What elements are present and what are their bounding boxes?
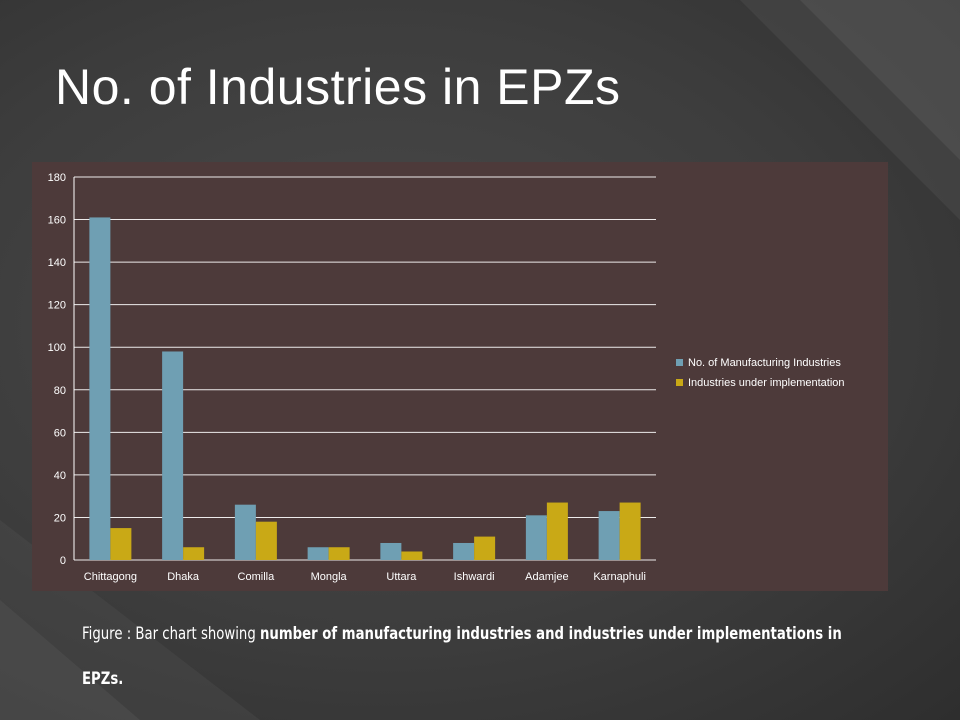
gridlines [73, 176, 656, 561]
bar-under-implementation-dhaka [183, 547, 205, 560]
bar-under-implementation-uttara [401, 551, 423, 560]
bar-manufacturing-uttara [380, 542, 402, 560]
legend-swatch [676, 379, 683, 386]
y-tick-label: 140 [48, 257, 66, 269]
y-tick-label: 60 [54, 427, 66, 439]
y-tick-label: 180 [48, 172, 66, 184]
y-tick-label: 20 [54, 512, 66, 524]
bar-chart: 0 20 40 60 80 100 120 140 160 180 Chittagong Dhaka… [48, 172, 845, 583]
bar-under-implementation-comilla [255, 521, 277, 560]
bar-under-implementation-ishwardi [474, 536, 496, 560]
bar-manufacturing-comilla [234, 504, 256, 560]
bar-under-implementation-karnaphuli [619, 502, 641, 560]
bars [89, 217, 641, 560]
x-tick-label: Comilla [238, 571, 276, 583]
y-tick-label: 80 [54, 385, 66, 397]
bar-manufacturing-mongla [307, 547, 329, 560]
x-tick-label: Dhaka [167, 571, 200, 583]
bar-manufacturing-ishwardi [453, 542, 475, 560]
chart-panel: 0 20 40 60 80 100 120 140 160 180 Chittagong Dhaka… [32, 162, 888, 591]
y-tick-label: 120 [48, 300, 66, 312]
legend-swatch [676, 359, 683, 366]
slide-title: No. of Industries in EPZs [55, 59, 621, 115]
bar-manufacturing-chittagong [89, 217, 111, 560]
x-tick-label: Uttara [386, 571, 417, 583]
x-tick-label: Adamjee [525, 571, 568, 583]
y-axis-labels: 0 20 40 60 80 100 120 140 160 180 [48, 172, 66, 567]
caption-bold: number of manufacturing industries and i… [82, 624, 842, 689]
x-axis-labels: Chittagong Dhaka Comilla Mongla Uttara Ishwar… [84, 571, 646, 583]
bar-manufacturing-adamjee [525, 515, 547, 560]
x-tick-label: Chittagong [84, 571, 137, 583]
x-tick-label: Ishwardi [454, 571, 495, 583]
legend: No. of Manufacturing Industries Industrie… [676, 357, 845, 389]
x-tick-label: Karnaphuli [593, 571, 646, 583]
bar-manufacturing-karnaphuli [598, 511, 620, 560]
figure-caption: Figure : Bar chart showing number of man… [82, 612, 862, 702]
legend-label: Industries under implementation [688, 377, 845, 389]
y-tick-label: 100 [48, 342, 66, 354]
y-tick-label: 0 [60, 555, 66, 567]
bar-under-implementation-chittagong [110, 528, 132, 560]
y-tick-label: 40 [54, 470, 66, 482]
caption-prefix: Figure : Bar chart showing [82, 624, 260, 644]
bar-manufacturing-dhaka [162, 351, 184, 560]
x-tick-label: Mongla [311, 571, 348, 583]
bar-under-implementation-mongla [328, 547, 350, 560]
bar-under-implementation-adamjee [546, 502, 568, 560]
legend-label: No. of Manufacturing Industries [688, 357, 841, 369]
y-tick-label: 160 [48, 215, 66, 227]
